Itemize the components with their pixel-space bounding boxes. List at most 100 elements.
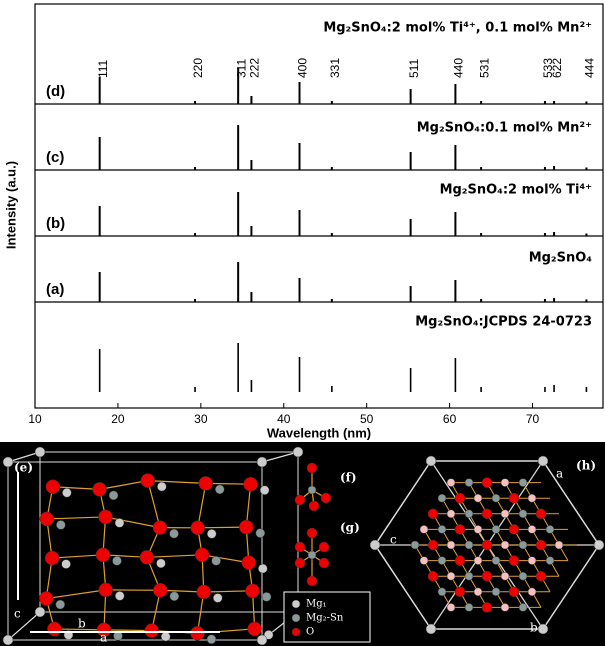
atom <box>465 510 473 518</box>
atom <box>170 529 179 538</box>
peak-label: 311 <box>234 59 248 78</box>
atom <box>292 614 300 622</box>
atom <box>465 603 473 611</box>
atom <box>492 588 500 596</box>
atom <box>307 528 317 538</box>
peak-label: 511 <box>407 59 421 78</box>
atom <box>501 510 509 518</box>
atom <box>62 560 71 569</box>
atom <box>195 548 209 562</box>
atom <box>157 482 166 491</box>
atom <box>428 540 438 550</box>
atom <box>438 557 446 565</box>
atom <box>161 632 170 641</box>
atom <box>370 540 380 550</box>
atom <box>115 518 124 527</box>
atom <box>509 493 519 503</box>
atom <box>528 525 536 533</box>
atom <box>207 635 216 644</box>
atom <box>35 607 45 617</box>
atom <box>501 572 509 580</box>
axis-letter: a <box>556 467 563 481</box>
atom <box>213 593 222 602</box>
series-tag: (b) <box>46 215 65 232</box>
atom <box>474 525 482 533</box>
atom <box>96 548 110 562</box>
atom <box>246 584 260 598</box>
atom <box>555 541 563 549</box>
atom <box>293 447 303 457</box>
atom <box>536 571 546 581</box>
legend-entry: Mg₁ <box>306 599 327 610</box>
atom <box>420 557 428 565</box>
series-name: Mg₂SnO₄:2 mol% Ti⁴⁺, 0.1 mol% Mn²⁺ <box>323 21 592 36</box>
panel-label: (e) <box>14 461 33 475</box>
atom <box>292 628 300 636</box>
panel-label: (g) <box>340 521 360 535</box>
peak-label: 331 <box>328 58 342 78</box>
atom <box>438 494 446 502</box>
atom <box>197 585 211 599</box>
atom <box>474 557 482 565</box>
atom <box>509 524 519 534</box>
atom <box>447 572 455 580</box>
atom <box>482 602 492 612</box>
atom <box>40 512 54 526</box>
atom <box>426 456 436 466</box>
atom <box>536 509 546 519</box>
atom <box>115 591 124 600</box>
atom <box>482 509 492 519</box>
atom <box>307 463 317 473</box>
atom <box>153 583 167 597</box>
x-tick-label: 60 <box>443 412 457 426</box>
atom <box>546 525 554 533</box>
atom <box>426 624 436 634</box>
legend-entry: O <box>306 627 314 638</box>
atom <box>308 551 316 559</box>
atom <box>292 600 300 608</box>
atom <box>455 556 465 566</box>
atom <box>140 550 154 564</box>
atom <box>546 557 554 565</box>
atom <box>501 541 509 549</box>
atom <box>482 540 492 550</box>
peak-label: 111 <box>96 59 110 78</box>
atom <box>262 592 271 601</box>
atom <box>492 494 500 502</box>
atom <box>35 447 45 457</box>
atom <box>156 559 165 568</box>
atom <box>519 479 527 487</box>
figure: Wavelength (nm) Intensity (a.u.) (e)(f)(… <box>0 0 605 646</box>
x-tick-label: 20 <box>111 412 125 426</box>
atom <box>519 603 527 611</box>
peak-label: 220 <box>191 58 205 78</box>
atom <box>3 635 13 645</box>
atom <box>519 572 527 580</box>
plot-frame <box>35 4 603 408</box>
series-name: Mg₂SnO₄:0.1 mol% Mn²⁺ <box>417 121 592 136</box>
x-tick-label: 70 <box>526 412 540 426</box>
atom <box>39 592 53 606</box>
atom <box>244 477 258 491</box>
peak-label: 222 <box>248 58 262 78</box>
atom <box>307 576 317 586</box>
atom <box>447 510 455 518</box>
atom <box>519 541 527 549</box>
atom <box>538 624 548 634</box>
peak-label: 444 <box>583 58 597 78</box>
x-axis-label: Wavelength (nm) <box>267 425 371 440</box>
atom <box>438 588 446 596</box>
atom <box>248 622 262 636</box>
panel-label: (f) <box>340 471 357 485</box>
atom <box>258 564 267 573</box>
atom <box>492 525 500 533</box>
atom <box>190 626 204 640</box>
atom <box>428 509 438 519</box>
peak-label: 531 <box>477 58 491 78</box>
atom <box>509 587 519 597</box>
axis-letter: b <box>78 617 86 631</box>
atom <box>309 501 319 511</box>
atom <box>295 542 305 552</box>
atom <box>321 493 331 503</box>
atom <box>308 486 316 494</box>
